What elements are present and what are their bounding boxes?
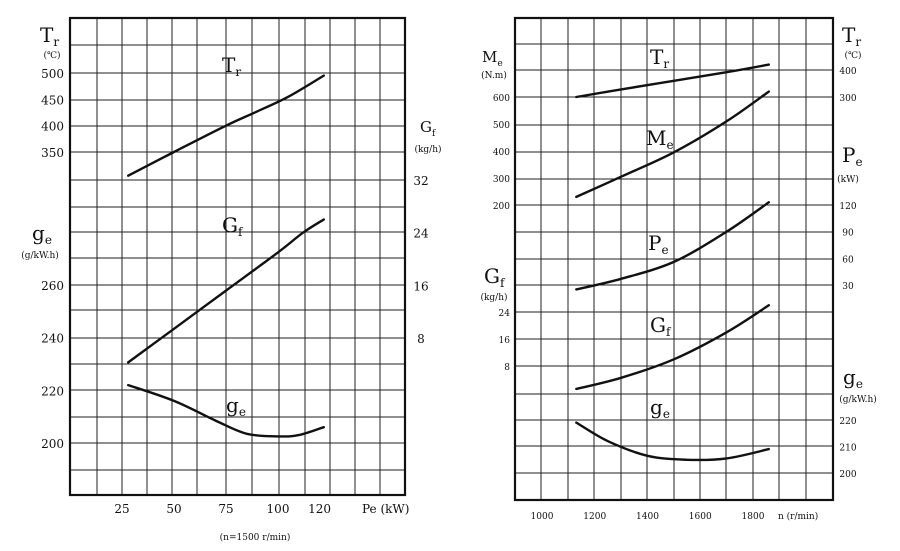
left-x-tick-label: 75 xyxy=(218,502,233,516)
right-axis-tick-label: 210 xyxy=(839,444,856,454)
left-axis-tick-label: 400 xyxy=(41,120,64,134)
right-axis-tick-label: 400 xyxy=(839,67,856,77)
right-axis-unit-me: (N.m) xyxy=(481,70,507,81)
right-x-tick-label: 1600 xyxy=(689,512,712,522)
right-axis-tick-label: 300 xyxy=(493,175,510,185)
left-series-tr-line xyxy=(126,74,325,177)
right-axis-tick-label: 600 xyxy=(493,94,510,104)
right-axis-unit-gf: (kg/h) xyxy=(480,292,507,303)
right-grid xyxy=(514,17,834,501)
right-axis-tick-label: 90 xyxy=(842,229,854,239)
right-axis-tick-label: 8 xyxy=(504,363,510,373)
left-x-axis-label: Pe (kW) xyxy=(362,502,409,516)
right-axis-label-gf: Gf xyxy=(484,264,506,290)
right-chart: 1000 1200 1400 1600 1800 n (r/min) 200 300 400 50… xyxy=(480,16,877,522)
left-axis-tick-label: 260 xyxy=(41,279,64,293)
left-series-gf-label: Gf xyxy=(222,213,244,239)
right-series-ge-line xyxy=(575,421,770,462)
right-axis-unit-ge: (g/kW.h) xyxy=(839,394,877,405)
right-series-pe-label: Pe xyxy=(648,231,669,257)
left-axis-label-gf: Gf xyxy=(420,118,436,139)
right-axis-tick-label: 300 xyxy=(839,94,856,104)
right-frame xyxy=(513,16,835,502)
left-axis-tick-label: 500 xyxy=(41,67,64,81)
left-x-tick-label: 120 xyxy=(308,502,331,516)
left-grid xyxy=(69,17,406,496)
left-x-tick-label: 100 xyxy=(267,502,290,516)
right-series-gf-line xyxy=(575,304,770,391)
right-axis-tick-label: 220 xyxy=(839,417,856,427)
left-axis-tick-label: 200 xyxy=(41,437,64,451)
right-axis-label-tr: Tr xyxy=(842,23,861,49)
right-axis-tick-label: 200 xyxy=(839,470,856,480)
left-axis-tick-label: 24 xyxy=(413,227,429,241)
right-axis-label-me: Me xyxy=(482,48,503,69)
right-axis-tick-label: 24 xyxy=(499,309,511,319)
left-frame xyxy=(68,16,407,497)
right-x-tick-label: 1800 xyxy=(742,512,765,522)
right-axis-unit-pe: (kW) xyxy=(837,174,859,185)
right-axis-tick-label: 16 xyxy=(499,336,511,346)
left-axis-tick-label: 240 xyxy=(41,332,64,346)
right-series-pe-line xyxy=(575,201,770,291)
right-axis-unit-tr: (℃) xyxy=(844,50,861,61)
left-series-ge-line xyxy=(126,383,325,438)
left-axis-label-ge: ge xyxy=(32,221,52,247)
left-axis-tick-label: 450 xyxy=(41,93,64,107)
left-series-ge-label: ge xyxy=(226,393,246,419)
left-x-tick-label: 50 xyxy=(166,502,181,516)
left-x-tick-label: 25 xyxy=(114,502,129,516)
left-axis-label-tr: Tr xyxy=(40,23,59,49)
right-axis-tick-label: 400 xyxy=(493,148,510,158)
right-axis-tick-label: 30 xyxy=(842,282,854,292)
left-axis-unit-ge: (g/kW.h) xyxy=(21,250,59,261)
left-axis-tick-label: 8 xyxy=(417,332,425,346)
right-series-ge-label: ge xyxy=(650,395,670,421)
right-series-me-label: Me xyxy=(646,126,674,152)
right-x-tick-label: 1200 xyxy=(583,512,606,522)
left-axis-tick-label: 32 xyxy=(413,174,428,188)
right-x-tick-label: 1000 xyxy=(531,512,554,522)
right-axis-tick-label: 200 xyxy=(493,202,510,212)
left-axis-tick-label: 350 xyxy=(41,146,64,160)
left-series-tr-label: Tr xyxy=(222,53,241,79)
right-axis-label-pe: Pe xyxy=(842,143,863,169)
right-axis-label-ge: ge xyxy=(843,365,863,391)
left-axis-tick-label: 16 xyxy=(413,279,428,293)
right-x-axis-label: n (r/min) xyxy=(778,511,818,522)
left-axis-unit-gf: (kg/h) xyxy=(414,144,441,155)
left-series-gf-line xyxy=(126,218,325,364)
left-axis-tick-label: 220 xyxy=(41,384,64,398)
right-series-tr-line xyxy=(575,63,770,99)
right-series-me-line xyxy=(575,90,770,199)
right-axis-tick-label: 60 xyxy=(842,255,854,265)
right-axis-tick-label: 120 xyxy=(839,202,856,212)
right-axis-tick-label: 500 xyxy=(493,121,510,131)
left-chart: 25 50 75 100 120 Pe (kW) (n=1500 r/min) 350 400 4… xyxy=(21,16,442,543)
left-caption: (n=1500 r/min) xyxy=(220,532,291,543)
right-series-gf-label: Gf xyxy=(650,313,672,339)
right-x-tick-label: 1400 xyxy=(636,512,659,522)
right-series-tr-label: Tr xyxy=(650,45,669,71)
left-axis-unit-tr: (℃) xyxy=(43,50,60,61)
